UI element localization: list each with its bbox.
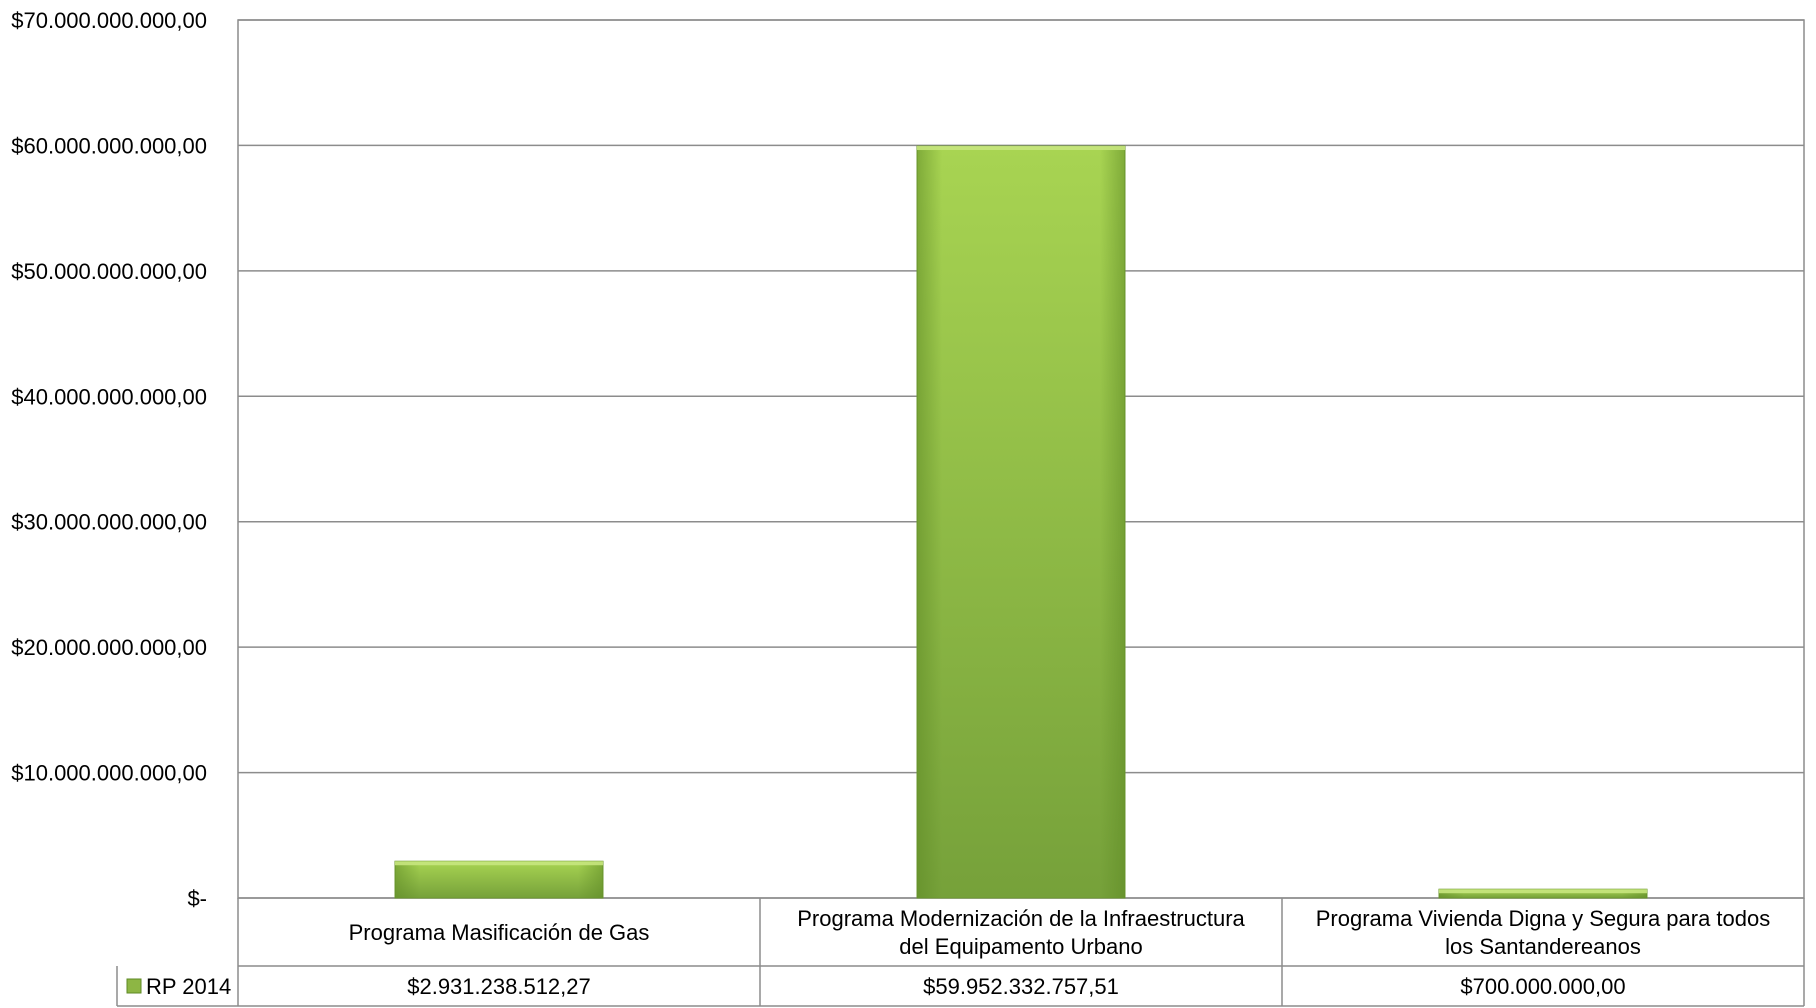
legend-swatch <box>126 978 142 994</box>
bar-top-highlight <box>395 861 603 866</box>
value-label: $2.931.238.512,27 <box>407 974 591 999</box>
y-tick-label: $60.000.000.000,00 <box>11 133 207 158</box>
category-label-line: del Equipamento Urbano <box>899 934 1142 959</box>
y-tick-label: $30.000.000.000,00 <box>11 510 207 535</box>
category-label-line: Programa Vivienda Digna y Segura para to… <box>1316 906 1771 931</box>
bar-top-highlight <box>917 146 1125 151</box>
bar-group <box>916 145 1126 899</box>
bar-top-highlight <box>1439 889 1647 894</box>
bar-shade <box>917 146 1125 898</box>
bar-shade <box>1439 889 1647 898</box>
category-label-line: Programa Modernización de la Infraestruc… <box>797 906 1245 931</box>
y-axis: $70.000.000.000,00 $60.000.000.000,00 $50.… <box>11 8 207 911</box>
value-label: $59.952.332.757,51 <box>923 974 1119 999</box>
bar-group <box>1438 888 1648 899</box>
y-tick-label: $40.000.000.000,00 <box>11 384 207 409</box>
data-table: Programa Masificación de Gas Programa Mod… <box>116 898 1805 1007</box>
y-tick-label: $- <box>187 886 207 911</box>
category-label-line: los Santandereanos <box>1445 934 1641 959</box>
bar-shade <box>395 861 603 898</box>
y-tick-label: $50.000.000.000,00 <box>11 259 207 284</box>
category-label: Programa Vivienda Digna y Segura para to… <box>1316 906 1771 959</box>
y-tick-label: $70.000.000.000,00 <box>11 8 207 33</box>
bars <box>394 145 1648 899</box>
category-label: Programa Modernización de la Infraestruc… <box>797 906 1245 959</box>
legend-label: RP 2014 <box>146 974 231 999</box>
y-tick-label: $20.000.000.000,00 <box>11 635 207 660</box>
y-tick-label: $10.000.000.000,00 <box>11 761 207 786</box>
category-label-line: Programa Masificación de Gas <box>349 920 650 945</box>
bar-group <box>394 860 604 899</box>
value-label: $700.000.000,00 <box>1460 974 1625 999</box>
category-label: Programa Masificación de Gas <box>349 920 650 945</box>
